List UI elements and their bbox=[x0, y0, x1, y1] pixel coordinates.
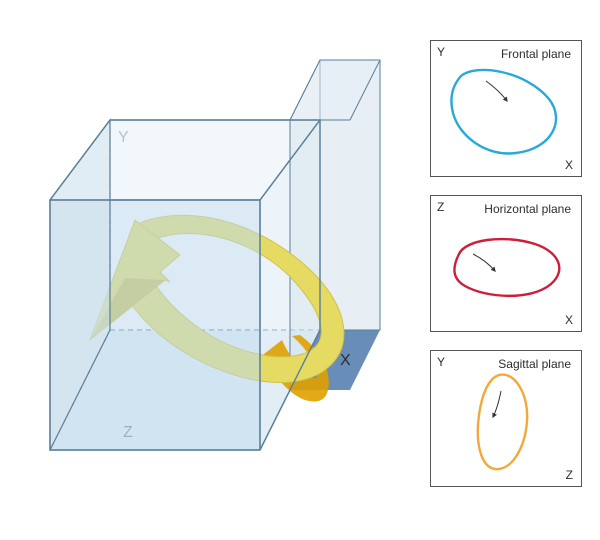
main-3d-view: Y X Z bbox=[20, 20, 420, 520]
panel-horizontal: Z Horizontal plane X bbox=[430, 195, 582, 332]
projection-panels: Y Frontal plane X Z Horizontal plane X bbox=[430, 40, 580, 487]
panel-horizontal-arrow bbox=[473, 254, 495, 271]
panel-sagittal-arrow bbox=[493, 391, 501, 417]
panel-frontal-loop bbox=[451, 70, 556, 154]
main-svg: Y X Z bbox=[20, 20, 420, 520]
panel-horizontal-loop bbox=[454, 239, 559, 296]
panel-sagittal-loop bbox=[478, 375, 527, 470]
axis-label-x: X bbox=[340, 352, 351, 369]
panel-frontal-svg bbox=[431, 41, 581, 176]
panel-frontal: Y Frontal plane X bbox=[430, 40, 582, 177]
panel-sagittal-svg bbox=[431, 351, 581, 486]
panel-sagittal: Y Sagittal plane Z bbox=[430, 350, 582, 487]
axis-label-y: Y bbox=[118, 129, 129, 146]
diagram-stage: Y X Z Y Frontal plane X Z Horizontal pla… bbox=[0, 0, 600, 540]
panel-frontal-arrow bbox=[486, 81, 507, 101]
axis-label-z: Z bbox=[123, 424, 133, 441]
panel-horizontal-svg bbox=[431, 196, 581, 331]
